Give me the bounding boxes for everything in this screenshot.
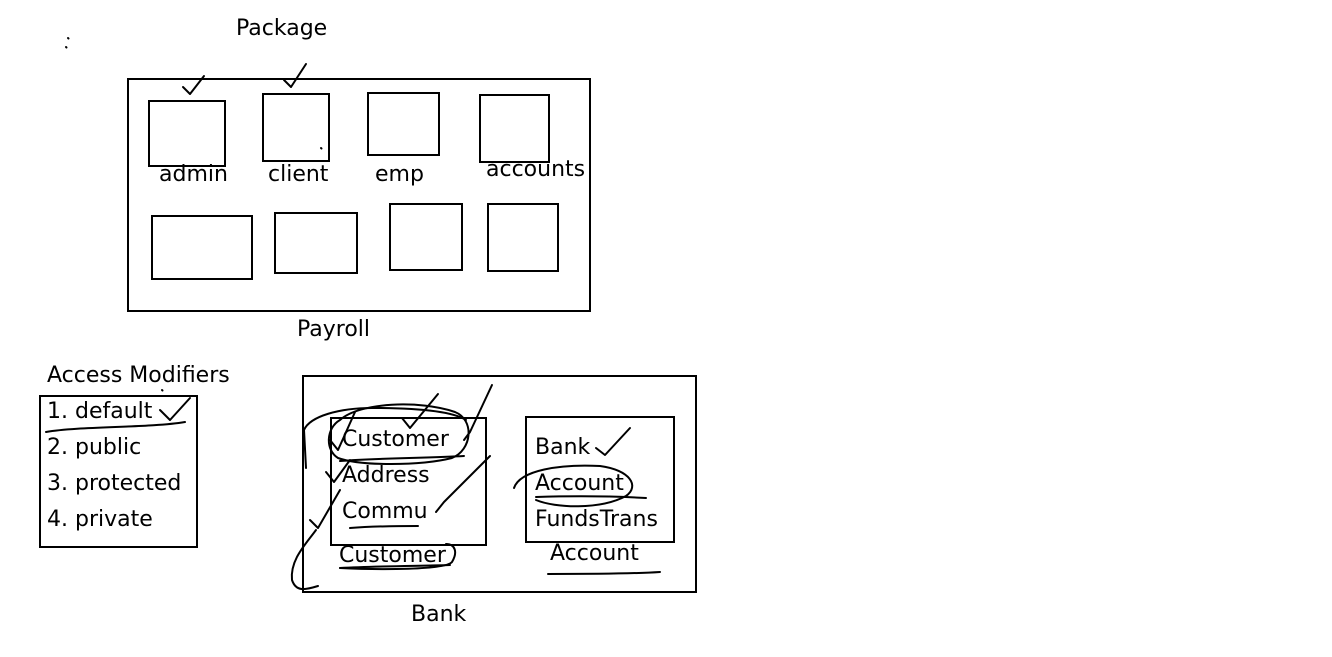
package-box-empty-1 (151, 215, 253, 280)
package-box-admin (148, 100, 226, 167)
package-title: Package (236, 16, 328, 41)
list-item: 4. private (47, 507, 153, 532)
package-box-emp (367, 92, 440, 156)
class-label-account: Account (535, 471, 624, 496)
package-label-admin: admin (159, 162, 228, 187)
customer-box-label: Customer (339, 543, 446, 568)
package-box-empty-4 (487, 203, 559, 272)
bank-label: Bank (411, 602, 467, 627)
class-label-customer: Customer (342, 427, 449, 452)
class-label-address: Address (342, 463, 430, 488)
bank-container (302, 375, 697, 593)
list-item: 2. public (47, 435, 142, 460)
package-label-emp: emp (375, 162, 424, 187)
package-label-client: client (268, 162, 329, 187)
package-box-empty-2 (274, 212, 358, 274)
account-box-label: Account (550, 541, 639, 566)
package-box-empty-3 (389, 203, 463, 271)
access-modifiers-box (39, 395, 198, 548)
class-label-bank: Bank (535, 435, 591, 460)
class-label-commu: Commu (342, 499, 428, 524)
class-label-fundstrans: FundsTrans (535, 507, 658, 532)
access-modifiers-title: Access Modifiers (47, 363, 230, 388)
payroll-container (127, 78, 591, 312)
access-modifiers-list: 1. default 2. public 3. protected 4. pri… (47, 394, 181, 538)
package-box-client (262, 93, 330, 162)
package-box-accounts (479, 94, 550, 163)
list-item: 1. default (47, 399, 153, 424)
payroll-label: Payroll (297, 317, 371, 342)
package-label-accounts: accounts (486, 157, 586, 182)
list-item: 3. protected (47, 471, 182, 496)
